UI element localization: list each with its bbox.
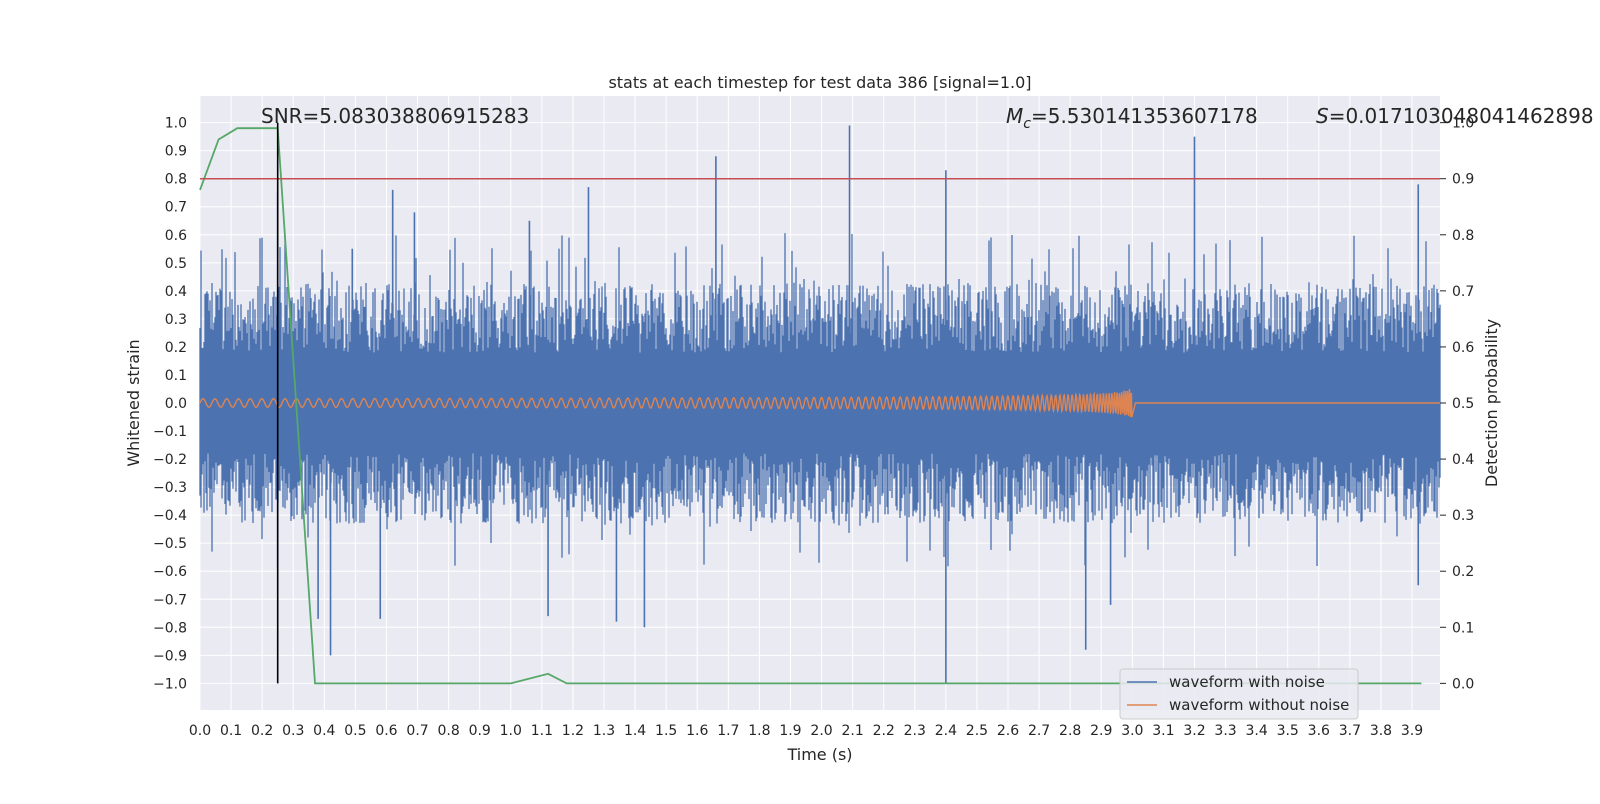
x-tick-label: 1.3 <box>593 723 615 739</box>
x-tick-label: 3.6 <box>1308 723 1330 739</box>
y2-tick-label: 0.4 <box>1452 452 1474 468</box>
x-tick-label: 0.4 <box>313 723 335 739</box>
y-tick-label: −0.6 <box>153 564 187 580</box>
reference-lines <box>200 122 1440 684</box>
y-tick-label: 0.4 <box>165 284 187 300</box>
x-tick-label: 0.7 <box>406 723 428 739</box>
y2-tick-label: 0.6 <box>1452 340 1474 356</box>
y-tick-labels: 1.0 0.9 0.8 0.7 0.6 0.5 0.4 0.3 0.2 0.1 0.0 −0.1 −0.… <box>153 116 187 693</box>
s-symbol: S <box>1316 104 1329 128</box>
x-tick-label: 3.0 <box>1121 723 1143 739</box>
chart-title: stats at each timestep for test data 386… <box>608 73 1031 92</box>
mc-symbol: M <box>1006 104 1023 128</box>
x-tick-label: 0.6 <box>375 723 397 739</box>
y2-tick-label: 0.8 <box>1452 228 1474 244</box>
legend: waveform with noise waveform without noi… <box>1119 668 1359 720</box>
y-tick-label: −0.8 <box>153 620 187 636</box>
x-tick-label: 1.9 <box>779 723 801 739</box>
y-tick-label: 0.7 <box>165 200 187 216</box>
x-tick-label: 3.5 <box>1277 723 1299 739</box>
y-tick-label: 0.0 <box>165 396 187 412</box>
y-tick-label: −0.2 <box>153 452 187 468</box>
y-tick-label: 0.9 <box>165 144 187 160</box>
x-tick-label: 1.2 <box>562 723 584 739</box>
s-value: =0.017103048041462898 <box>1329 104 1594 128</box>
x-tick-label: 2.4 <box>935 723 957 739</box>
x-tick-label: 1.1 <box>531 723 553 739</box>
series-detection-probability <box>199 127 1422 685</box>
x-tick-label: 3.9 <box>1401 723 1423 739</box>
y-tick-label: 0.3 <box>165 312 187 328</box>
x-tick-label: 1.5 <box>655 723 677 739</box>
y2-tick-label: 0.1 <box>1452 620 1474 636</box>
clean-waveform-trace <box>199 388 1440 418</box>
x-tick-label: 2.1 <box>841 723 863 739</box>
mc-annotation: Mc=5.530141353607178 <box>1006 104 1258 132</box>
mc-value: =5.530141353607178 <box>1031 104 1258 128</box>
x-tick-label: 3.2 <box>1183 723 1205 739</box>
x-tick-label: 3.1 <box>1152 723 1174 739</box>
y-tick-label: −0.5 <box>153 536 187 552</box>
y-axis-label: Whitened strain <box>124 339 143 466</box>
x-tick-label: 0.9 <box>469 723 491 739</box>
x-tick-label: 2.0 <box>810 723 832 739</box>
x-tick-label: 2.6 <box>997 723 1019 739</box>
x-tick-label: 2.3 <box>904 723 926 739</box>
y-tick-label: 0.1 <box>165 368 187 384</box>
y-tick-label: 0.2 <box>165 340 187 356</box>
detection-probability-line <box>199 127 1422 685</box>
x-tick-label: 2.5 <box>966 723 988 739</box>
x-tick-label: 2.8 <box>1059 723 1081 739</box>
series-waveform-without-noise <box>199 388 1440 418</box>
x-tick-label: 3.8 <box>1370 723 1392 739</box>
y2-axis-label: Detection probability <box>1482 319 1501 487</box>
legend-label-noisy: waveform with noise <box>1169 673 1325 691</box>
y-tick-label: 0.5 <box>165 256 187 272</box>
y-tick-label: −0.7 <box>153 592 187 608</box>
legend-box <box>1119 668 1359 720</box>
y-tick-label: 0.6 <box>165 228 187 244</box>
mc-subscript: c <box>1023 116 1031 132</box>
x-tick-label: 0.5 <box>344 723 366 739</box>
x-tick-label: 0.8 <box>437 723 459 739</box>
y2-tick-label: 0.2 <box>1452 564 1474 580</box>
x-tick-label: 2.2 <box>873 723 895 739</box>
y-tick-label: 1.0 <box>165 116 187 132</box>
x-tick-label: 3.3 <box>1214 723 1236 739</box>
x-tick-labels: 0.0 0.1 0.2 0.3 0.4 0.5 0.6 0.7 0.8 0.9 1.0 1.1 1.2 1… <box>189 723 1423 739</box>
y-tick-label: −0.3 <box>153 480 187 496</box>
y2-tick-label: 0.7 <box>1452 284 1474 300</box>
y2-tick-label: 0.5 <box>1452 396 1474 412</box>
legend-label-clean: waveform without noise <box>1169 696 1349 714</box>
y2-tick-label: 0.9 <box>1452 172 1474 188</box>
x-tick-label: 0.2 <box>251 723 273 739</box>
y-tick-label: −1.0 <box>153 676 187 692</box>
x-tick-label: 3.7 <box>1339 723 1361 739</box>
y-tick-label: 0.8 <box>165 172 187 188</box>
snr-annotation: SNR=5.083038806915283 <box>261 104 529 128</box>
x-tick-label: 1.4 <box>624 723 646 739</box>
x-tick-label: 2.9 <box>1090 723 1112 739</box>
x-tick-label: 3.4 <box>1246 723 1268 739</box>
y2-tick-labels: 1.0 0.9 0.8 0.7 0.6 0.5 0.4 0.3 0.2 0.1 0.0 <box>1440 116 1474 692</box>
s-annotation: S=0.017103048041462898 <box>1316 104 1594 128</box>
y2-tick-label: 0.0 <box>1452 676 1474 692</box>
x-tick-label: 0.0 <box>189 723 211 739</box>
x-tick-label: 0.1 <box>220 723 242 739</box>
x-axis-label: Time (s) <box>786 745 852 764</box>
y2-tick-label: 1.0 <box>1452 116 1474 132</box>
x-tick-label: 0.3 <box>282 723 304 739</box>
x-tick-label: 1.8 <box>748 723 770 739</box>
y-tick-label: −0.4 <box>153 508 187 524</box>
noisy-waveform-trace <box>199 233 1441 567</box>
y2-tick-label: 0.3 <box>1452 508 1474 524</box>
x-tick-label: 1.0 <box>500 723 522 739</box>
x-tick-label: 1.6 <box>686 723 708 739</box>
x-tick-label: 2.7 <box>1028 723 1050 739</box>
x-tick-label: 1.7 <box>717 723 739 739</box>
y-tick-label: −0.9 <box>153 648 187 664</box>
y-tick-label: −0.1 <box>153 424 187 440</box>
